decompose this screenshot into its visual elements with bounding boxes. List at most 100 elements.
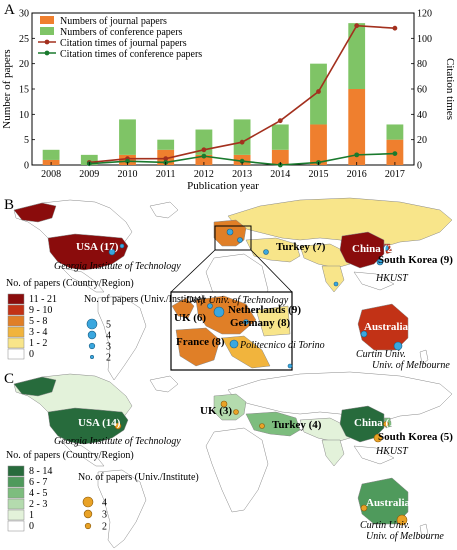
inset-univ-dot (213, 306, 225, 318)
legend-swatch (40, 27, 54, 35)
y-tick-label: 30 (19, 9, 29, 20)
legend-label: Citation times of journal papers (60, 38, 187, 49)
panel-b-map: B (4, 197, 453, 381)
legend-univ-dot (87, 330, 97, 340)
label-delft: Delft Univ. of Technology (185, 295, 289, 306)
c-india-shape (321, 439, 345, 467)
y-axis-left: 0 5 10 15 20 25 30 (19, 9, 35, 172)
c-label-melbourne: Univ. of Melbourne (366, 531, 444, 542)
inset-univ-dot (243, 319, 249, 325)
bar-group (42, 23, 404, 165)
legend-label: Numbers of journal papers (60, 16, 167, 27)
c-usa-shape (47, 407, 129, 445)
c-greenland-shape (149, 375, 179, 393)
mexico-shape (61, 267, 105, 293)
c-label-curtin: Curtin Univ. (360, 520, 410, 531)
label-netherlands: Netherlands (9) (228, 304, 301, 316)
legend-univ-dot (83, 509, 93, 519)
y-tick-label: 15 (19, 85, 29, 96)
c-australia-shape (357, 477, 409, 525)
c-univ-dot (233, 409, 239, 415)
x-tick-label: 2013 (232, 169, 252, 180)
y-tick-label: 10 (19, 110, 29, 121)
c-label-australia: Australia (7) (366, 497, 426, 509)
x-tick-label: 2015 (309, 169, 329, 180)
y-tick-label: 20 (19, 59, 29, 70)
bar-conference (310, 63, 327, 125)
univ-dot-melbourne (393, 341, 403, 351)
inset-univ-dot (207, 303, 213, 309)
panel-letter-c: C (4, 371, 14, 387)
legend-c-univ-title: No. of papers (Univ./Institute) (78, 472, 199, 483)
legend-bin-label: 5 - 8 (29, 316, 47, 327)
y-tick-label: 0 (24, 161, 29, 172)
legend-univ-label: 3 (102, 510, 107, 521)
point-citation-journal (201, 147, 207, 153)
legend-c-bins: 8 - 146 - 74 - 52 - 310 (7, 465, 52, 532)
bar-conference (157, 139, 175, 150)
legend-bin-swatch (7, 348, 25, 360)
legend-bin-swatch (7, 498, 25, 510)
c-new-zealand-shape (419, 523, 429, 539)
univ-dot-hkust (376, 258, 384, 266)
bar-conference (271, 124, 289, 150)
y2-tick-label: 80 (417, 59, 427, 70)
x-tick-label: 2008 (41, 169, 61, 180)
bar-conference (80, 154, 98, 165)
legend-c-title: No. of papers (Country/Region) (6, 450, 134, 461)
legend-bin-label: 8 - 14 (29, 466, 52, 477)
legend-bin-label: 3 - 4 (29, 327, 47, 338)
legend-univ-dot (90, 354, 95, 359)
legend-univ-dot (86, 318, 98, 330)
c-turkey-shape (245, 411, 301, 437)
legend-marker (44, 50, 50, 56)
inset-source-box (214, 225, 252, 251)
legend-label: Citation times of conference papers (60, 49, 202, 60)
legend-univ-label: 4 (106, 331, 111, 342)
c-univ-dot-curtin (360, 504, 368, 512)
label-germany: Germany (8) (230, 317, 291, 329)
legend-bin-label: 9 - 10 (29, 305, 52, 316)
point-citation-journal (392, 25, 398, 31)
c-south-america-shape (97, 469, 147, 549)
y-tick-label: 25 (19, 34, 29, 45)
legend-bin-label: 4 - 5 (29, 488, 47, 499)
inset-east-shape (255, 305, 291, 337)
y2-tick-label: 40 (417, 110, 427, 121)
c-central-asia-shape (299, 417, 351, 443)
point-citation-journal (163, 156, 169, 162)
point-citation-conference (125, 158, 130, 164)
point-citation-conference (239, 158, 245, 164)
legend-univ-dot (82, 496, 94, 508)
label-china: China (21) (352, 243, 402, 255)
x-tick-label: 2009 (79, 169, 99, 180)
x-axis-label: Publication year (187, 180, 259, 192)
label-france: France (8) (176, 336, 225, 348)
c-africa-shape (205, 427, 269, 513)
china-shape (339, 231, 385, 269)
middle-east-shape (245, 237, 301, 263)
inset-france-shape (175, 327, 221, 367)
line-group (86, 23, 398, 168)
legend-bin-swatch (7, 509, 25, 521)
c-label-hkust: HKUST (375, 446, 409, 457)
legend-bin-swatch (7, 476, 25, 488)
x-tick-label: 2012 (194, 169, 214, 180)
x-axis: 2008 2009 2010 2011 2012 2013 2014 2015 2016 2017 (41, 162, 405, 180)
y-axis-right: 0 20 40 60 80 100 120 (411, 9, 432, 172)
new-zealand-shape (419, 349, 429, 365)
y-axis-label: Number of papers (1, 49, 13, 128)
bar-journal (195, 154, 213, 165)
legend-univ-dot (88, 342, 96, 350)
c-se-asia-shape (353, 445, 395, 465)
legend-univ-label: 5 (106, 320, 111, 331)
legend-label: Numbers of conference papers (60, 27, 183, 38)
c-univ-dot-melbourne (396, 514, 408, 526)
greenland-shape (149, 201, 179, 219)
panel-c-map: C USA (14) Georgia Institute of Technolo… (4, 371, 453, 549)
inset-uk-shape (171, 297, 195, 319)
c-univ-dot-hkust (373, 433, 383, 443)
